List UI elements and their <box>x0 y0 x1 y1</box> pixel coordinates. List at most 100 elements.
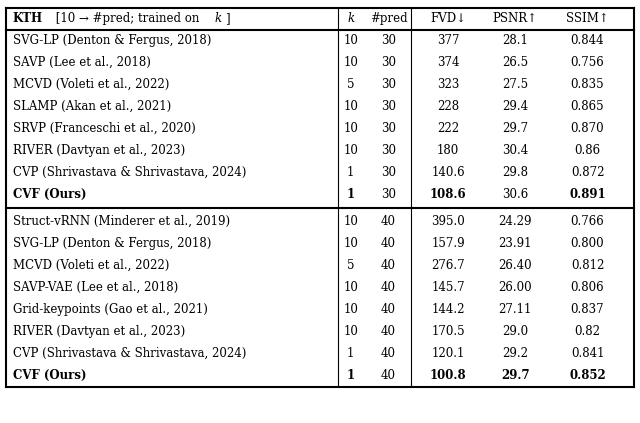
Text: 30: 30 <box>381 122 396 135</box>
Text: 10: 10 <box>343 215 358 228</box>
Text: 108.6: 108.6 <box>429 188 467 201</box>
Text: 24.29: 24.29 <box>499 215 532 228</box>
Text: 0.86: 0.86 <box>575 144 600 157</box>
Text: 1: 1 <box>347 347 355 360</box>
Text: 1: 1 <box>347 369 355 382</box>
Text: CVF (Ours): CVF (Ours) <box>13 369 86 382</box>
Text: MCVD (Voleti et al., 2022): MCVD (Voleti et al., 2022) <box>13 78 169 91</box>
Text: KTH: KTH <box>13 12 43 25</box>
Text: 30: 30 <box>381 34 396 47</box>
Text: 222: 222 <box>437 122 459 135</box>
Text: 395.0: 395.0 <box>431 215 465 228</box>
Text: 0.800: 0.800 <box>571 237 604 250</box>
Text: RIVER (Davtyan et al., 2023): RIVER (Davtyan et al., 2023) <box>13 325 185 338</box>
Text: SLAMP (Akan et al., 2021): SLAMP (Akan et al., 2021) <box>13 100 171 113</box>
Text: 0.82: 0.82 <box>575 325 600 338</box>
Text: 10: 10 <box>343 144 358 157</box>
Text: SSIM↑: SSIM↑ <box>566 12 609 25</box>
Text: CVP (Shrivastava & Shrivastava, 2024): CVP (Shrivastava & Shrivastava, 2024) <box>13 347 246 360</box>
Text: 29.0: 29.0 <box>502 325 528 338</box>
Text: 100.8: 100.8 <box>429 369 467 382</box>
Text: 0.852: 0.852 <box>569 369 606 382</box>
Text: 140.6: 140.6 <box>431 166 465 179</box>
Text: RIVER (Davtyan et al., 2023): RIVER (Davtyan et al., 2023) <box>13 144 185 157</box>
Text: 10: 10 <box>343 56 358 69</box>
Text: 40: 40 <box>381 215 396 228</box>
Text: 374: 374 <box>436 56 460 69</box>
Text: 29.4: 29.4 <box>502 100 528 113</box>
Text: 23.91: 23.91 <box>499 237 532 250</box>
Text: 40: 40 <box>381 259 396 272</box>
Text: MCVD (Voleti et al., 2022): MCVD (Voleti et al., 2022) <box>13 259 169 272</box>
Text: [10 → #pred; trained on: [10 → #pred; trained on <box>52 12 204 25</box>
Text: 10: 10 <box>343 122 358 135</box>
Text: 0.812: 0.812 <box>571 259 604 272</box>
Text: 0.844: 0.844 <box>571 34 604 47</box>
Text: 30: 30 <box>381 188 396 201</box>
Text: 26.5: 26.5 <box>502 56 528 69</box>
Text: 228: 228 <box>437 100 459 113</box>
Text: 0.841: 0.841 <box>571 347 604 360</box>
Text: SAVP (Lee et al., 2018): SAVP (Lee et al., 2018) <box>13 56 150 69</box>
Text: 145.7: 145.7 <box>431 281 465 294</box>
Text: 0.891: 0.891 <box>569 188 606 201</box>
Text: 26.00: 26.00 <box>499 281 532 294</box>
Text: 30.4: 30.4 <box>502 144 529 157</box>
Text: 0.835: 0.835 <box>571 78 604 91</box>
Text: ]: ] <box>225 12 229 25</box>
Text: 10: 10 <box>343 100 358 113</box>
Text: PSNR↑: PSNR↑ <box>493 12 538 25</box>
Text: 10: 10 <box>343 325 358 338</box>
Text: SVG-LP (Denton & Fergus, 2018): SVG-LP (Denton & Fergus, 2018) <box>13 34 211 47</box>
Text: 29.2: 29.2 <box>502 347 528 360</box>
Text: 30: 30 <box>381 166 396 179</box>
Text: 157.9: 157.9 <box>431 237 465 250</box>
Text: 10: 10 <box>343 303 358 316</box>
Text: 29.7: 29.7 <box>502 122 528 135</box>
Text: 0.806: 0.806 <box>571 281 604 294</box>
Text: 323: 323 <box>437 78 459 91</box>
Text: 27.11: 27.11 <box>499 303 532 316</box>
Text: 180: 180 <box>437 144 459 157</box>
Text: 0.766: 0.766 <box>571 215 604 228</box>
Text: #pred: #pred <box>370 12 407 25</box>
Text: 40: 40 <box>381 281 396 294</box>
Text: CVF (Ours): CVF (Ours) <box>13 188 86 201</box>
Text: k: k <box>214 12 221 25</box>
Text: Grid-keypoints (Gao et al., 2021): Grid-keypoints (Gao et al., 2021) <box>13 303 207 316</box>
Text: 30: 30 <box>381 100 396 113</box>
Text: 40: 40 <box>381 347 396 360</box>
Text: 1: 1 <box>347 166 355 179</box>
Text: 10: 10 <box>343 34 358 47</box>
Text: 40: 40 <box>381 369 396 382</box>
Text: 28.1: 28.1 <box>502 34 528 47</box>
Text: 170.5: 170.5 <box>431 325 465 338</box>
Text: CVP (Shrivastava & Shrivastava, 2024): CVP (Shrivastava & Shrivastava, 2024) <box>13 166 246 179</box>
Text: Struct-vRNN (Minderer et al., 2019): Struct-vRNN (Minderer et al., 2019) <box>13 215 230 228</box>
Text: 29.8: 29.8 <box>502 166 528 179</box>
Text: 377: 377 <box>436 34 460 47</box>
Text: SRVP (Franceschi et al., 2020): SRVP (Franceschi et al., 2020) <box>13 122 196 135</box>
Text: 0.865: 0.865 <box>571 100 604 113</box>
Text: 120.1: 120.1 <box>431 347 465 360</box>
Text: 26.40: 26.40 <box>499 259 532 272</box>
Text: 144.2: 144.2 <box>431 303 465 316</box>
Text: 29.7: 29.7 <box>501 369 529 382</box>
Text: 27.5: 27.5 <box>502 78 528 91</box>
Text: 30: 30 <box>381 78 396 91</box>
Text: 0.837: 0.837 <box>571 303 604 316</box>
Text: 30.6: 30.6 <box>502 188 529 201</box>
Text: 40: 40 <box>381 303 396 316</box>
Text: SVG-LP (Denton & Fergus, 2018): SVG-LP (Denton & Fergus, 2018) <box>13 237 211 250</box>
Text: 0.870: 0.870 <box>571 122 604 135</box>
Text: 5: 5 <box>347 78 355 91</box>
Text: FVD↓: FVD↓ <box>430 12 466 25</box>
Text: 0.872: 0.872 <box>571 166 604 179</box>
Text: k: k <box>347 12 355 25</box>
Text: 30: 30 <box>381 56 396 69</box>
Text: 5: 5 <box>347 259 355 272</box>
Text: 1: 1 <box>347 188 355 201</box>
Text: 40: 40 <box>381 237 396 250</box>
Text: 276.7: 276.7 <box>431 259 465 272</box>
Text: SAVP-VAE (Lee et al., 2018): SAVP-VAE (Lee et al., 2018) <box>13 281 178 294</box>
